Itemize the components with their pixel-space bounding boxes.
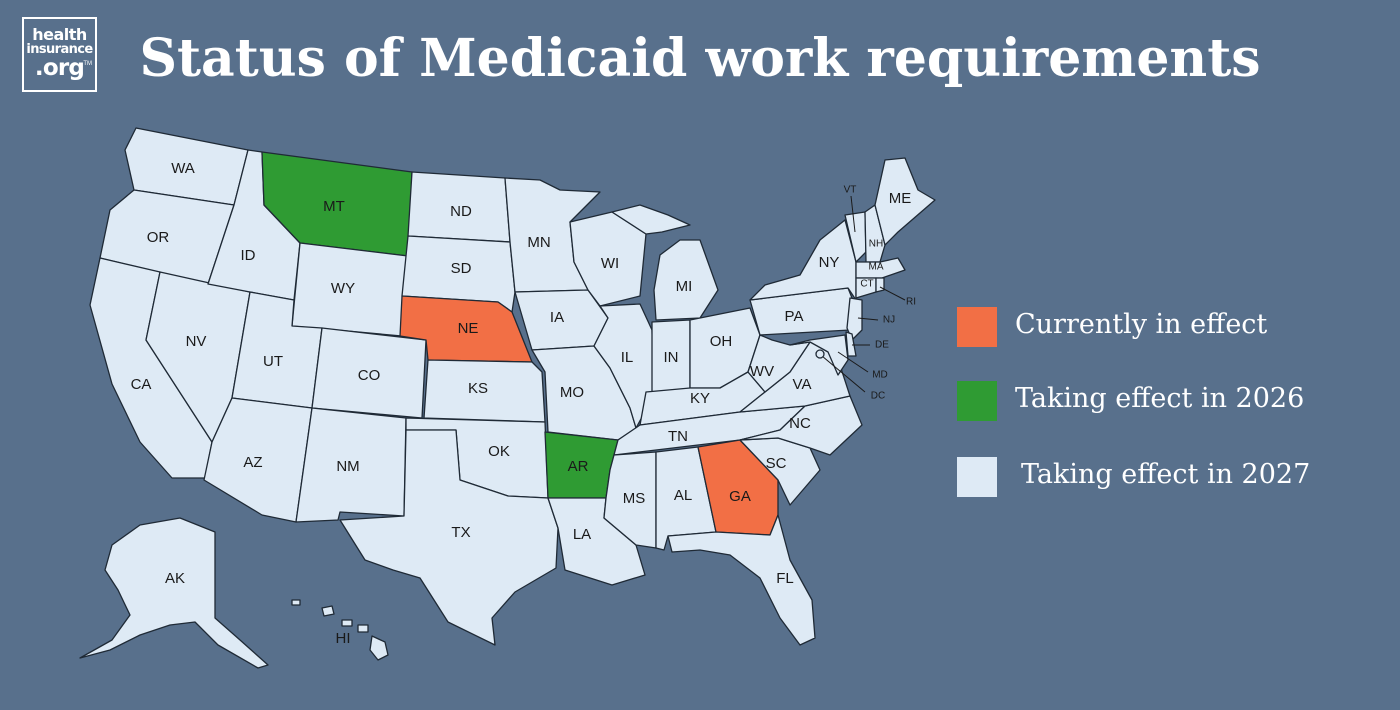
state-NY	[749, 219, 857, 301]
label-DC: DC	[871, 391, 885, 402]
label-AZ: AZ	[243, 454, 262, 471]
legend-swatch-current	[957, 307, 997, 347]
label-DE: DE	[875, 340, 889, 351]
label-GA: GA	[729, 488, 751, 505]
label-AR: AR	[568, 458, 589, 475]
legend-item-taking-effect-2026: Taking effect in 2026	[957, 381, 1397, 421]
label-ID: ID	[241, 247, 256, 264]
label-MN: MN	[527, 234, 550, 251]
healthinsurance-org-logo: health insurance .org TM	[22, 17, 97, 92]
state-MI	[653, 239, 719, 321]
label-IA: IA	[550, 309, 564, 326]
state-MD	[789, 334, 849, 376]
label-NY: NY	[819, 254, 840, 271]
state-IL	[593, 303, 655, 429]
legend-swatch-2026	[957, 381, 997, 421]
page-title: Status of Medicaid work requirements	[139, 28, 1261, 89]
logo-text-health: health	[32, 25, 87, 44]
label-NJ: NJ	[883, 315, 895, 326]
label-CT: CT	[860, 279, 873, 290]
label-UT: UT	[263, 353, 283, 370]
label-CO: CO	[358, 367, 381, 384]
legend-swatch-2027	[957, 457, 997, 497]
label-OH: OH	[710, 333, 733, 350]
label-KY: KY	[690, 390, 710, 407]
label-WA: WA	[171, 160, 195, 177]
label-TX: TX	[451, 524, 470, 541]
legend-item-currently-in-effect: Currently in effect	[957, 307, 1397, 347]
state-KS	[423, 359, 546, 423]
label-VT: VT	[844, 185, 857, 196]
state-AK	[79, 517, 269, 669]
label-AK: AK	[165, 570, 185, 587]
label-OK: OK	[488, 443, 510, 460]
label-RI: RI	[906, 297, 916, 308]
label-LA: LA	[573, 526, 591, 543]
label-PA: PA	[785, 308, 804, 325]
leader-lines	[821, 195, 906, 393]
leader-line-RI	[879, 286, 906, 301]
label-OR: OR	[147, 229, 170, 246]
label-NE: NE	[458, 320, 479, 337]
label-NH: NH	[869, 239, 883, 250]
logo-text-org: .org	[34, 55, 85, 81]
label-ME: ME	[889, 190, 912, 207]
label-ND: ND	[450, 203, 472, 220]
label-MI: MI	[676, 278, 693, 295]
leader-line-DC	[821, 355, 866, 393]
leader-line-VT	[850, 195, 856, 233]
state-TX	[339, 429, 559, 646]
state-labels: WA OR CA NV ID MT WY UT AZ CO NM ND SD N…	[131, 160, 916, 647]
label-KS: KS	[468, 380, 488, 397]
label-VA: VA	[793, 376, 812, 393]
state-NC	[739, 395, 863, 456]
leader-line-MD	[837, 351, 869, 373]
state-ME	[874, 157, 936, 246]
label-CA: CA	[131, 376, 152, 393]
state-NJ	[846, 297, 863, 341]
label-IL: IL	[621, 349, 634, 366]
logo-text-insurance: insurance	[26, 42, 93, 57]
label-WI: WI	[601, 255, 619, 272]
state-shapes	[79, 127, 936, 669]
label-MD: MD	[872, 370, 888, 381]
state-DC	[815, 349, 825, 359]
label-MO: MO	[560, 384, 584, 401]
label-IN: IN	[664, 349, 679, 366]
label-MA: MA	[869, 262, 884, 273]
state-DE	[845, 331, 857, 357]
state-RI	[875, 277, 885, 293]
label-SD: SD	[451, 260, 472, 277]
legend-item-taking-effect-2027: Taking effect in 2027	[957, 457, 1397, 497]
logo-trademark: TM	[83, 61, 92, 67]
label-TN: TN	[668, 428, 688, 445]
leader-line-NJ	[857, 317, 879, 321]
state-FL	[667, 514, 816, 646]
label-NV: NV	[186, 333, 207, 350]
state-HI	[291, 599, 389, 661]
label-WV: WV	[750, 363, 774, 380]
label-AL: AL	[674, 487, 692, 504]
state-NH	[864, 204, 886, 263]
state-MI-UP	[611, 204, 691, 235]
legend-label-2026: Taking effect in 2026	[1015, 383, 1305, 414]
label-NM: NM	[336, 458, 359, 475]
label-NC: NC	[789, 415, 811, 432]
legend-label-current: Currently in effect	[1015, 309, 1268, 340]
label-FL: FL	[776, 570, 794, 587]
legend-label-2027: Taking effect in 2027	[1021, 459, 1311, 490]
label-WY: WY	[331, 280, 355, 297]
label-MT: MT	[323, 198, 345, 215]
label-HI: HI	[336, 630, 351, 647]
label-SC: SC	[766, 455, 787, 472]
label-MS: MS	[623, 490, 646, 507]
